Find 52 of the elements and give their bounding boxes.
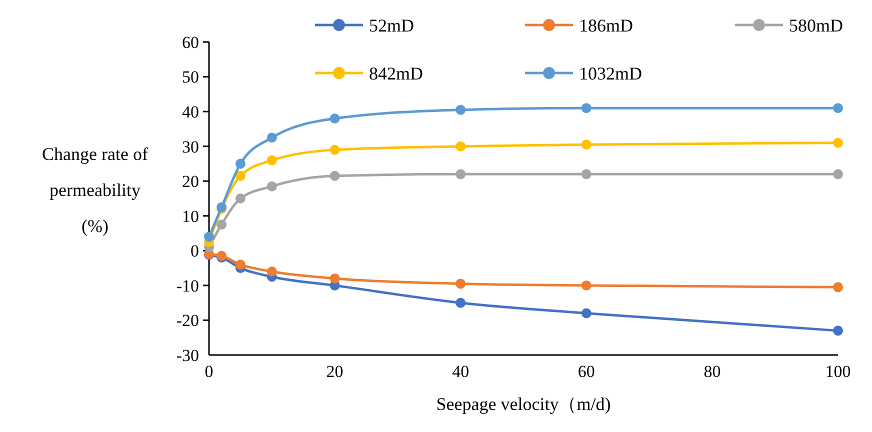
y-tick-label: 40 [182,102,199,122]
point [330,114,340,124]
y-tick-label: 10 [182,206,199,226]
point [266,132,277,143]
point [266,155,277,166]
legend-label: 580mD [789,15,843,36]
point [266,181,277,192]
point [581,103,592,114]
y-tick-label: -20 [176,311,199,330]
x-axis-title: Seepage velocity（m/d) [436,394,611,414]
x-tick-label: 20 [326,362,344,381]
y-tick-label: 20 [182,172,199,192]
y-axis-title: Change rate of permeability (%) [42,144,148,236]
point [581,140,592,150]
x-tick-label: 60 [578,362,595,381]
point [456,298,466,308]
legend-label: 186mD [579,15,633,36]
point [235,194,246,204]
point [235,158,246,169]
point [235,170,246,181]
legend-label: 1032mD [579,63,642,84]
point [833,326,843,336]
point [456,278,466,289]
x-tick-label: 80 [704,362,721,381]
point [581,169,592,180]
y-tick-label: -10 [176,276,199,296]
y-tick-label: -30 [176,346,199,365]
point [833,282,843,292]
point [833,138,843,148]
y-tick-label: 50 [182,68,199,87]
point [330,273,340,284]
point [456,141,466,152]
point [204,232,214,242]
point [581,308,592,318]
point [581,280,592,290]
y-tick-label: 30 [182,137,199,156]
point [216,220,227,230]
legend-label: 52mD [369,15,414,36]
point [266,266,277,277]
point [833,169,843,180]
x-tick-label: 40 [452,362,470,381]
point [235,260,246,270]
point [456,169,466,180]
point [833,103,843,114]
point [456,104,466,115]
y-tick-label: 60 [182,32,199,52]
x-tick-label: 100 [825,362,851,381]
y-tick-label: 0 [190,242,199,261]
legend-label: 842mD [369,63,423,84]
x-tick-label: 0 [204,362,214,381]
point [330,144,340,155]
point [330,170,340,181]
